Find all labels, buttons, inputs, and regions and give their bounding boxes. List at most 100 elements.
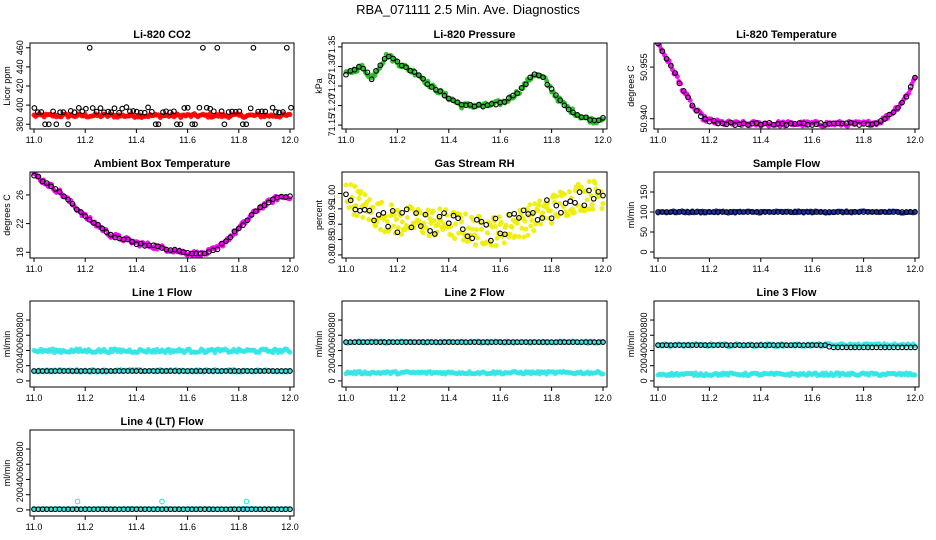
data-point	[501, 99, 508, 105]
plot-frame	[341, 42, 608, 130]
data-point	[423, 225, 429, 231]
data-point	[343, 182, 349, 188]
y-axis-label: degrees C	[2, 194, 12, 236]
data-point	[544, 81, 551, 88]
data-point	[531, 228, 537, 234]
y-tick-label: 200	[15, 487, 25, 502]
chart-panel-10: Line 4 (LT) Flow 11.0 11.2 11.4 11.6 11.8 12.0…	[2, 416, 299, 532]
y-tick-label: 0	[639, 378, 649, 383]
y-tick-label: 71.35	[327, 36, 337, 59]
chart-points	[31, 172, 293, 258]
panel-title: Gas Stream RH	[434, 158, 514, 170]
data-point	[287, 111, 293, 117]
data-point	[276, 109, 282, 116]
data-point	[269, 104, 276, 111]
panel-title: Line 3 Flow	[757, 287, 817, 299]
y-tick-label: 71.20	[327, 94, 337, 117]
data-point	[441, 92, 448, 99]
data-point	[288, 104, 294, 111]
data-point	[469, 235, 476, 242]
x-tick-label: 11.0	[650, 135, 667, 145]
x-tick-label: 11.2	[77, 393, 94, 403]
x-tick-label: 11.6	[492, 135, 509, 145]
plot-frame	[341, 171, 608, 259]
chart-points	[343, 338, 606, 377]
data-point	[408, 224, 415, 231]
data-point	[152, 121, 159, 128]
x-tick-label: 11.4	[128, 264, 145, 274]
data-point	[561, 191, 567, 197]
x-tick-label: 12.0	[281, 522, 299, 532]
data-point	[553, 92, 559, 98]
panel-title: Ambient Box Temperature	[94, 158, 231, 170]
y-tick-label: 600	[15, 457, 25, 472]
data-point	[177, 121, 184, 128]
data-point	[507, 231, 513, 237]
x-tick-label: 12.0	[906, 135, 924, 145]
data-point	[567, 198, 574, 205]
data-point	[584, 197, 590, 203]
data-point	[103, 229, 110, 235]
data-point	[571, 209, 577, 215]
x-tick-label: 11.2	[701, 393, 718, 403]
data-point	[243, 121, 250, 128]
data-point	[663, 55, 670, 62]
data-point	[378, 226, 384, 232]
x-tick-label: 11.8	[230, 264, 247, 274]
data-point	[873, 120, 880, 127]
x-tick-label: 11.0	[26, 393, 43, 403]
data-point	[227, 234, 234, 241]
x-tick-label: 11.8	[855, 135, 872, 145]
data-point	[71, 109, 78, 116]
data-point	[516, 234, 522, 240]
data-point	[356, 195, 362, 201]
data-point	[912, 74, 918, 81]
data-point	[397, 213, 403, 219]
data-point	[562, 200, 569, 207]
data-point	[590, 195, 597, 202]
data-point	[370, 204, 376, 210]
data-point	[553, 202, 560, 209]
x-tick-label: 11.4	[752, 135, 769, 145]
data-point	[697, 113, 704, 120]
chart-points	[655, 208, 918, 216]
data-point	[125, 236, 131, 243]
y-tick-label: 200	[639, 358, 649, 373]
data-point	[565, 106, 572, 113]
data-point	[389, 208, 396, 214]
data-point	[34, 109, 41, 115]
data-point	[415, 72, 422, 78]
data-point	[581, 202, 588, 209]
data-point	[450, 212, 457, 219]
x-tick-label: 11.4	[752, 264, 769, 274]
data-point	[899, 99, 905, 106]
data-point	[248, 212, 255, 218]
y-tick-label: 460	[15, 40, 25, 55]
x-tick-label: 12.0	[281, 135, 299, 145]
data-point	[200, 44, 206, 51]
x-tick-label: 12.0	[906, 393, 924, 403]
y-axis-label: Licor ppm	[2, 66, 12, 106]
data-point	[514, 90, 521, 97]
chart-panel-7: Line 1 Flow 11.0 11.2 11.4 11.6 11.8 12.0 0 2004…	[2, 287, 299, 403]
data-point	[473, 242, 479, 248]
y-tick-label: 400	[639, 343, 649, 358]
y-tick-label: 440	[15, 59, 25, 74]
data-point	[453, 221, 459, 227]
data-point	[385, 218, 391, 224]
data-point	[544, 197, 550, 203]
chart-points	[31, 44, 294, 128]
data-point	[516, 215, 522, 221]
data-point	[137, 109, 144, 116]
data-point	[459, 219, 465, 225]
panel-title: Line 1 Flow	[132, 287, 192, 299]
data-point	[426, 233, 432, 239]
data-point	[422, 211, 429, 218]
chart-panel-4: Ambient Box Temperature 11.0 11.2 11.4 11.6 1…	[2, 158, 299, 274]
x-tick-label: 11.0	[338, 135, 355, 145]
data-point	[38, 109, 45, 115]
data-point	[399, 219, 405, 225]
data-point	[280, 109, 286, 115]
plot-frame	[653, 42, 920, 130]
data-point	[367, 197, 373, 203]
